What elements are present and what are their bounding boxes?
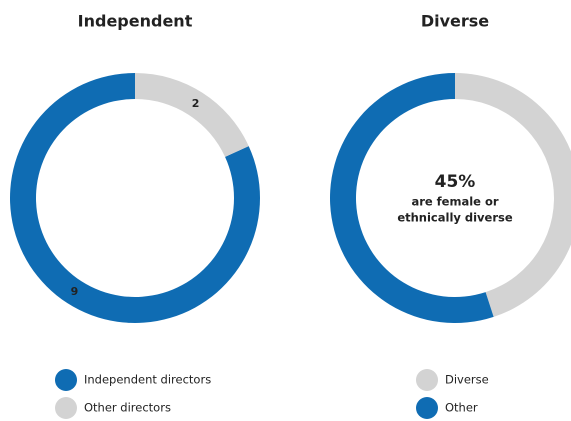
chart-title: Independent xyxy=(78,12,193,31)
legend-swatch xyxy=(55,397,77,419)
legend-swatch xyxy=(55,369,77,391)
legend-label: Diverse xyxy=(445,373,489,387)
legend-swatch xyxy=(416,369,438,391)
legend-swatch xyxy=(416,397,438,419)
donut-segment xyxy=(455,73,571,317)
legend-label: Other directors xyxy=(84,401,171,415)
legend-label: Other xyxy=(445,401,478,415)
center-value-label: 45% xyxy=(435,172,476,192)
legend-label: Independent directors xyxy=(84,373,211,387)
chart-title: Diverse xyxy=(421,12,489,31)
center-annotation: ethnically diverse xyxy=(397,211,513,225)
donut-segment xyxy=(330,73,494,323)
center-annotation: are female or xyxy=(411,195,498,209)
data-label: 2 xyxy=(192,97,200,110)
donut-segment xyxy=(135,73,249,157)
data-label: 9 xyxy=(71,285,79,298)
